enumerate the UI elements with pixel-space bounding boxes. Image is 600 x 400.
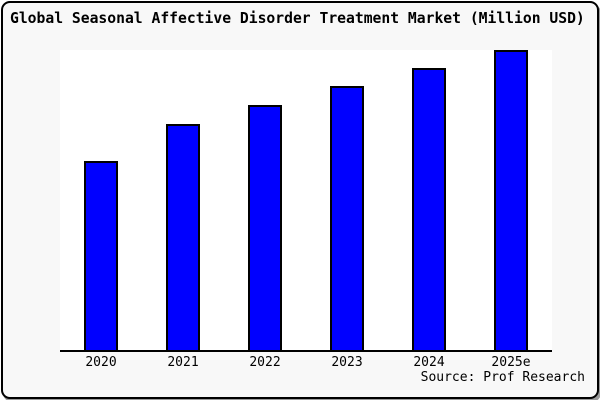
- x-axis-label-2021: 2021: [167, 355, 199, 370]
- bar-slot-2025e: [470, 50, 552, 350]
- bar-slot-2022: [224, 105, 306, 350]
- x-axis-label-2023: 2023: [331, 355, 363, 370]
- bar-slot-2020: [60, 161, 142, 350]
- x-axis-labels: 2020 2021 2022 2023 2024 2025e: [60, 355, 552, 370]
- bar-slot-2023: [306, 86, 388, 350]
- bar-slot-2021: [142, 124, 224, 350]
- x-axis-label-2024: 2024: [413, 355, 445, 370]
- bar-2024: [412, 68, 446, 350]
- plot-area: [60, 50, 552, 352]
- x-axis-label-2022: 2022: [249, 355, 281, 370]
- bar-slot-2024: [388, 68, 470, 350]
- bar-2020: [84, 161, 118, 350]
- chart-title: Global Seasonal Affective Disorder Treat…: [10, 10, 585, 27]
- source-note: Source: Prof Research: [420, 370, 585, 385]
- bar-2022: [248, 105, 282, 350]
- bar-2023: [330, 86, 364, 350]
- bar-2021: [166, 124, 200, 350]
- x-axis-label-2020: 2020: [85, 355, 117, 370]
- x-axis-label-2025e: 2025e: [491, 355, 531, 370]
- bar-2025e: [494, 50, 528, 350]
